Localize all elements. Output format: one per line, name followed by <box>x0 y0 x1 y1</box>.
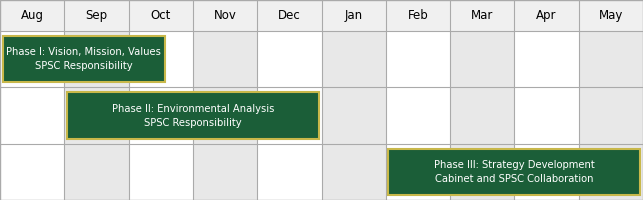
Text: Dec: Dec <box>278 9 301 22</box>
Bar <box>386 0 450 200</box>
Bar <box>450 0 514 200</box>
Text: Nov: Nov <box>213 9 237 22</box>
Bar <box>514 0 579 200</box>
FancyBboxPatch shape <box>67 92 319 139</box>
Text: Phase III: Strategy Development
Cabinet and SPSC Collaboration: Phase III: Strategy Development Cabinet … <box>434 160 595 184</box>
Bar <box>64 0 129 200</box>
Bar <box>322 0 386 200</box>
Text: May: May <box>599 9 623 22</box>
Text: Sep: Sep <box>86 9 107 22</box>
Text: Mar: Mar <box>471 9 493 22</box>
Bar <box>129 0 193 200</box>
Text: Feb: Feb <box>408 9 428 22</box>
Text: Apr: Apr <box>536 9 557 22</box>
Text: Oct: Oct <box>150 9 171 22</box>
FancyBboxPatch shape <box>3 36 165 82</box>
Bar <box>193 0 257 200</box>
Bar <box>0 0 643 31</box>
Text: Jan: Jan <box>345 9 363 22</box>
FancyBboxPatch shape <box>388 149 640 195</box>
Bar <box>0 0 64 200</box>
Text: Phase II: Environmental Analysis
SPSC Responsibility: Phase II: Environmental Analysis SPSC Re… <box>112 104 274 128</box>
Bar <box>257 0 322 200</box>
Text: Phase I: Vision, Mission, Values
SPSC Responsibility: Phase I: Vision, Mission, Values SPSC Re… <box>6 47 161 71</box>
Bar <box>579 0 643 200</box>
Text: Aug: Aug <box>21 9 44 22</box>
